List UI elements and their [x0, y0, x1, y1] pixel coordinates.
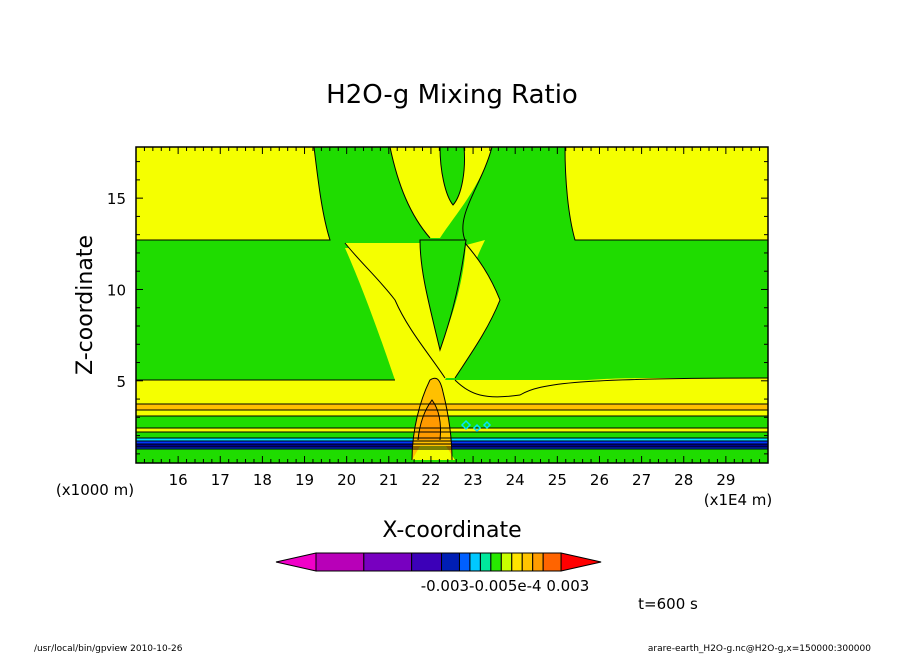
colorbar-triangle-right — [560, 552, 602, 572]
x-tick-label: 22 — [421, 471, 440, 489]
x-tick-label: 29 — [716, 471, 735, 489]
colorbar-box — [511, 552, 523, 572]
y-tick-labels: 5 10 15 — [107, 190, 126, 391]
axis-ticks — [135, 147, 769, 463]
x-tick-label: 21 — [379, 471, 398, 489]
band-orange-1 — [136, 404, 768, 410]
contour-green-v-core — [420, 240, 466, 350]
colorbar-box — [469, 552, 481, 572]
contour-green-upper — [136, 147, 768, 400]
footer-left: /usr/local/bin/gpview 2010-10-26 — [34, 644, 183, 654]
colorbar-box — [521, 552, 534, 572]
y-tick-label: 15 — [107, 190, 126, 208]
x-tick-label: 20 — [337, 471, 356, 489]
x-tick-label: 27 — [632, 471, 651, 489]
colorbar-box — [441, 552, 460, 572]
colorbar-box — [542, 552, 562, 572]
x-tick-label: 24 — [506, 471, 525, 489]
x-tick-label: 19 — [295, 471, 314, 489]
band-yellow-1 — [136, 380, 768, 408]
x-tick-label: 28 — [674, 471, 693, 489]
band-blue — [136, 441, 768, 444]
x-tick-label: 18 — [253, 471, 272, 489]
contour-field — [136, 147, 768, 463]
plot-frame — [135, 146, 769, 464]
x-unit-note: (x1E4 m) — [704, 491, 773, 509]
x-axis-label: X-coordinate — [382, 518, 521, 543]
x-tick-label: 16 — [169, 471, 188, 489]
x-tick-label: 26 — [590, 471, 609, 489]
colorbar-box — [479, 552, 492, 572]
x-tick-labels: 16 17 18 19 20 21 22 23 24 25 26 27 28 29 — [169, 471, 736, 489]
colorbar — [275, 552, 602, 572]
colorbar-triangle-left — [275, 552, 317, 572]
band-yellow-3 — [136, 428, 768, 432]
band-green-2 — [136, 432, 768, 438]
y-tick-label: 5 — [116, 373, 126, 391]
colorbar-box — [363, 552, 413, 572]
chart-title: H2O-g Mixing Ratio — [326, 80, 578, 110]
band-yellow-2 — [136, 410, 768, 416]
x-tick-label: 17 — [211, 471, 230, 489]
x-tick-label: 25 — [548, 471, 567, 489]
y-tick-label: 10 — [107, 281, 126, 299]
band-cyan — [136, 438, 768, 441]
colorbar-labels: -0.003-0.005e-4 0.003 — [421, 577, 590, 595]
contour-lines — [136, 147, 768, 461]
colorbar-box — [411, 552, 443, 572]
colorbar-box — [500, 552, 513, 572]
y-axis-label: Z-coordinate — [73, 235, 98, 375]
colorbar-box — [458, 552, 471, 572]
time-label: t=600 s — [638, 595, 698, 613]
band-green-1 — [136, 416, 768, 428]
colorbar-box — [315, 552, 365, 572]
colorbar-box — [490, 552, 502, 572]
y-unit-note: (x1000 m) — [56, 481, 134, 499]
contour-cyan-spots — [460, 419, 492, 433]
colorbar-box — [532, 552, 544, 572]
x-tick-label: 23 — [464, 471, 483, 489]
footer-right: arare-earth_H2O-g.nc@H2O-g,x=150000:3000… — [648, 644, 871, 654]
